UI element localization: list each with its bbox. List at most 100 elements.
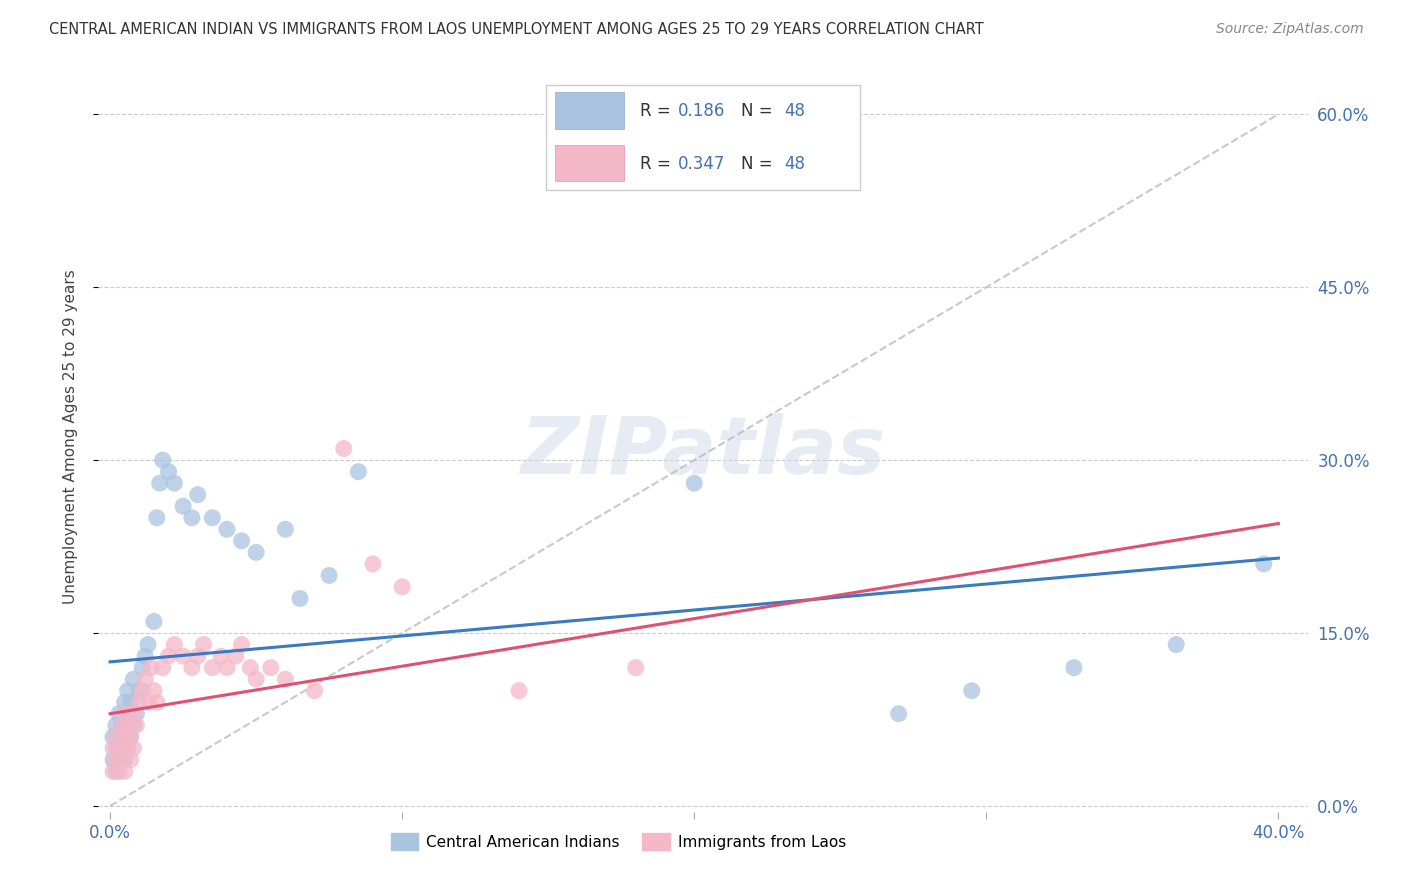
Point [193,638,215,652]
Point [960,683,983,698]
Point [108,730,131,744]
Point [128,695,150,709]
Point [231,533,253,548]
Point [172,500,194,514]
Point [391,580,413,594]
Point [149,476,172,491]
Point [201,660,224,674]
Legend: Central American Indians, Immigrants from Laos: Central American Indians, Immigrants fro… [385,827,852,856]
Point [146,510,169,524]
Point [245,545,267,559]
Y-axis label: Unemployment Among Ages 25 to 29 years: Unemployment Among Ages 25 to 29 years [63,269,77,605]
Point [683,476,706,491]
Point [104,741,127,756]
Point [727,107,749,121]
Point [180,660,202,674]
Point [114,753,136,767]
Point [114,730,136,744]
Point [120,730,142,744]
Point [157,649,180,664]
Point [163,476,186,491]
Point [245,672,267,686]
Point [163,638,186,652]
Point [274,672,297,686]
Point [152,453,174,467]
Point [157,465,180,479]
Point [142,683,165,698]
Point [104,764,127,779]
Point [117,741,139,756]
Point [1166,638,1188,652]
Point [887,706,910,721]
Point [1253,557,1275,571]
Point [361,557,384,571]
Point [117,683,139,698]
Point [117,741,139,756]
Point [108,706,131,721]
Point [318,568,340,582]
Point [114,730,136,744]
Point [122,741,145,756]
Point [108,741,131,756]
Point [128,683,150,698]
Point [139,660,162,674]
Text: ZIPatlas: ZIPatlas [520,413,886,491]
Point [274,522,297,536]
Point [101,730,124,744]
Point [114,695,136,709]
Point [114,764,136,779]
Point [108,764,131,779]
Point [125,718,148,732]
Point [104,753,127,767]
Point [131,683,153,698]
Point [111,741,134,756]
Point [209,649,232,664]
Point [117,718,139,732]
Point [120,695,142,709]
Point [120,730,142,744]
Point [122,706,145,721]
Point [180,510,202,524]
Point [125,706,148,721]
Point [101,741,124,756]
Point [172,649,194,664]
Point [152,660,174,674]
Point [134,649,156,664]
Point [122,672,145,686]
Point [114,706,136,721]
Point [624,660,647,674]
Point [136,638,159,652]
Point [304,683,326,698]
Point [225,649,247,664]
Point [288,591,311,606]
Point [146,695,169,709]
Point [101,764,124,779]
Point [215,660,238,674]
Point [111,718,134,732]
Point [108,753,131,767]
Point [201,510,224,524]
Point [239,660,262,674]
Point [104,730,127,744]
Point [1063,660,1085,674]
Point [104,718,127,732]
Point [215,522,238,536]
Point [134,672,156,686]
Point [187,649,209,664]
Point [101,753,124,767]
Point [120,753,142,767]
Point [332,442,354,456]
Point [347,465,370,479]
Text: Source: ZipAtlas.com: Source: ZipAtlas.com [1216,22,1364,37]
Point [187,488,209,502]
Point [122,718,145,732]
Point [142,615,165,629]
Point [111,718,134,732]
Point [508,683,530,698]
Point [136,695,159,709]
Point [231,638,253,652]
Text: CENTRAL AMERICAN INDIAN VS IMMIGRANTS FROM LAOS UNEMPLOYMENT AMONG AGES 25 TO 29: CENTRAL AMERICAN INDIAN VS IMMIGRANTS FR… [49,22,984,37]
Point [260,660,283,674]
Point [131,660,153,674]
Point [117,706,139,721]
